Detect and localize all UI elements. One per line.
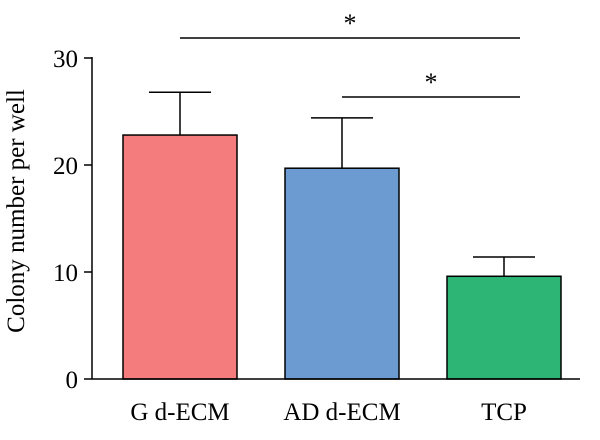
error-bars-layer bbox=[149, 91, 535, 277]
bar bbox=[284, 167, 400, 380]
significance-marker: * bbox=[344, 9, 357, 38]
x-tick-labels-layer: G d-ECM AD d-ECM TCP bbox=[130, 399, 527, 426]
y-axis-label: Colony number per well bbox=[3, 89, 30, 333]
significance-layer: ** bbox=[180, 9, 520, 98]
y-tick-label: 0 bbox=[66, 367, 79, 394]
bar bbox=[446, 275, 562, 380]
y-ticks-layer: 0 10 20 30 bbox=[53, 46, 92, 394]
x-tick-label: TCP bbox=[481, 399, 527, 426]
significance-marker: * bbox=[425, 68, 438, 97]
x-tick-label: G d-ECM bbox=[130, 399, 229, 426]
y-tick-label: 10 bbox=[53, 260, 78, 287]
bar bbox=[122, 134, 238, 380]
y-tick-label: 30 bbox=[53, 46, 78, 73]
x-tick-label: AD d-ECM bbox=[283, 399, 400, 426]
y-tick-label: 20 bbox=[53, 153, 78, 180]
axes-layer bbox=[91, 57, 580, 380]
